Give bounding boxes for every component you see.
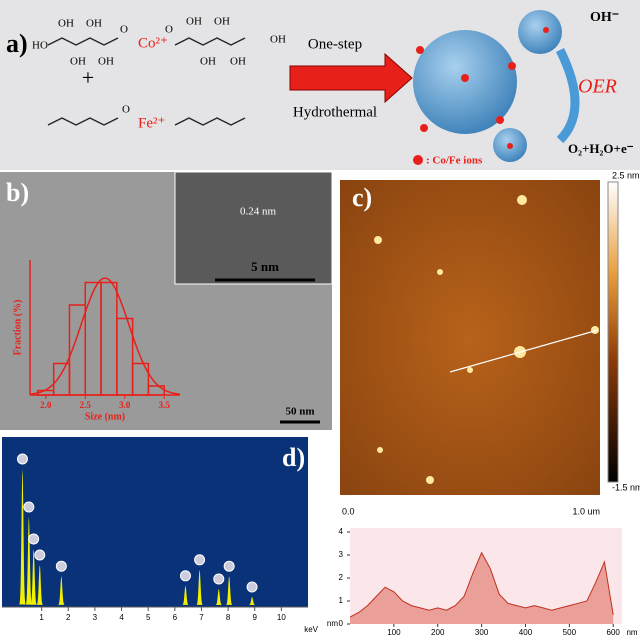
x-tick-label: 3 — [93, 613, 98, 622]
atom-label: OH — [186, 16, 202, 28]
x-end: 1.0 um — [572, 506, 600, 516]
x-tick-label: 600 — [607, 628, 621, 637]
x-tick-label: 200 — [431, 628, 445, 637]
element-marker — [16, 453, 28, 465]
atom-label: O — [120, 24, 128, 36]
color-bar — [607, 181, 619, 483]
atom-label: O — [165, 24, 173, 36]
ions — [413, 27, 549, 165]
element-marker — [34, 549, 46, 561]
x-unit: keV — [304, 625, 318, 634]
legend: : Co/Fe ions — [426, 155, 483, 167]
peak — [196, 569, 203, 605]
cation: Fe²⁺ — [138, 115, 165, 131]
peak — [58, 576, 65, 605]
peak — [182, 585, 189, 605]
x-tick-label: 400 — [519, 628, 533, 637]
profile-area — [350, 552, 614, 624]
x-tick-label: 2.5 — [80, 400, 92, 410]
x-tick-label: 4 — [119, 613, 124, 622]
step-text: One-step — [308, 36, 362, 52]
atom-label: OH — [230, 56, 246, 68]
peak — [19, 469, 26, 605]
oer-label: OER — [578, 76, 617, 98]
panel-label: d) — [282, 443, 305, 472]
x-tick-label: 1 — [39, 613, 44, 622]
profile-line — [349, 551, 614, 618]
molecules — [47, 37, 246, 126]
peak — [215, 589, 222, 605]
atom-label: OH — [214, 16, 230, 28]
x-tick-label: 2 — [66, 613, 71, 622]
color-min: -1.5 nm — [612, 482, 640, 492]
atom-label: OH — [58, 18, 74, 30]
y-tick-label: 1 — [339, 596, 344, 605]
y-tick-label: 3 — [339, 550, 344, 559]
element-marker — [23, 501, 35, 513]
atom-label: OH — [200, 56, 216, 68]
x-tick-label: 10 — [277, 613, 286, 622]
element-marker — [55, 560, 67, 572]
spectrum-plot — [2, 437, 308, 607]
oh-label: OH⁻ — [590, 10, 619, 25]
x-tick-label: 300 — [475, 628, 489, 637]
peak — [36, 565, 43, 605]
flow-arrow — [555, 47, 580, 144]
step-text: Hydrothermal — [293, 104, 377, 120]
scale-label: 50 nm — [285, 406, 314, 418]
y-unit: nm — [327, 619, 338, 628]
y-tick-label: 0 — [339, 619, 344, 628]
y-tick-label: 2 — [339, 573, 344, 582]
panel-label: b) — [6, 178, 29, 207]
element-marker — [213, 573, 225, 585]
atom-label: O — [122, 104, 130, 116]
y-axis-label: Fraction (%) — [12, 300, 23, 356]
x-tick-label: 8 — [226, 613, 231, 622]
atom-label: OH — [270, 34, 286, 46]
color-max: 2.5 nm — [612, 170, 640, 180]
sphere — [518, 10, 562, 54]
x-tick-label: 7 — [199, 613, 204, 622]
x-axis-label: Size (nm) — [85, 411, 125, 422]
atom-label: OH — [98, 56, 114, 68]
atom-label: OH — [86, 18, 102, 30]
fit-curve — [29, 277, 181, 395]
x-tick-label: 3.0 — [119, 400, 131, 410]
peak — [248, 597, 256, 605]
element-marker — [223, 560, 235, 572]
scale-label: 5 nm — [251, 259, 279, 274]
profile-line — [449, 329, 599, 373]
x-tick-label: 3.5 — [159, 400, 171, 410]
x-start: 0.0 — [342, 506, 355, 516]
element-marker — [246, 581, 258, 593]
peak — [30, 549, 37, 605]
afm-image — [340, 180, 600, 495]
panel-label: c) — [352, 183, 372, 212]
x-tick-label: 500 — [563, 628, 577, 637]
x-tick-label: 6 — [173, 613, 178, 622]
element-marker — [179, 570, 191, 582]
x-tick-label: 5 — [146, 613, 151, 622]
element-marker — [194, 554, 206, 566]
spacing-label: 0.24 nm — [240, 206, 277, 218]
x-tick-label: 9 — [253, 613, 258, 622]
panel-label: a) — [6, 29, 28, 58]
element-marker — [28, 533, 40, 545]
atom-label: HO — [32, 40, 48, 52]
cation: Co²⁺ — [138, 35, 168, 51]
x-unit: nm — [626, 628, 637, 637]
peak — [225, 576, 233, 605]
x-tick-label: 100 — [387, 628, 401, 637]
atom-label: OH — [70, 56, 86, 68]
peak — [25, 517, 33, 605]
y-tick-label: 4 — [339, 527, 344, 536]
hrtem-inset — [174, 171, 333, 285]
bar — [131, 362, 150, 396]
products: O₂+H₂O+e⁻ — [568, 141, 634, 156]
x-tick-label: 2.0 — [40, 400, 52, 410]
arrow — [289, 52, 413, 104]
plus: + — [82, 65, 94, 90]
